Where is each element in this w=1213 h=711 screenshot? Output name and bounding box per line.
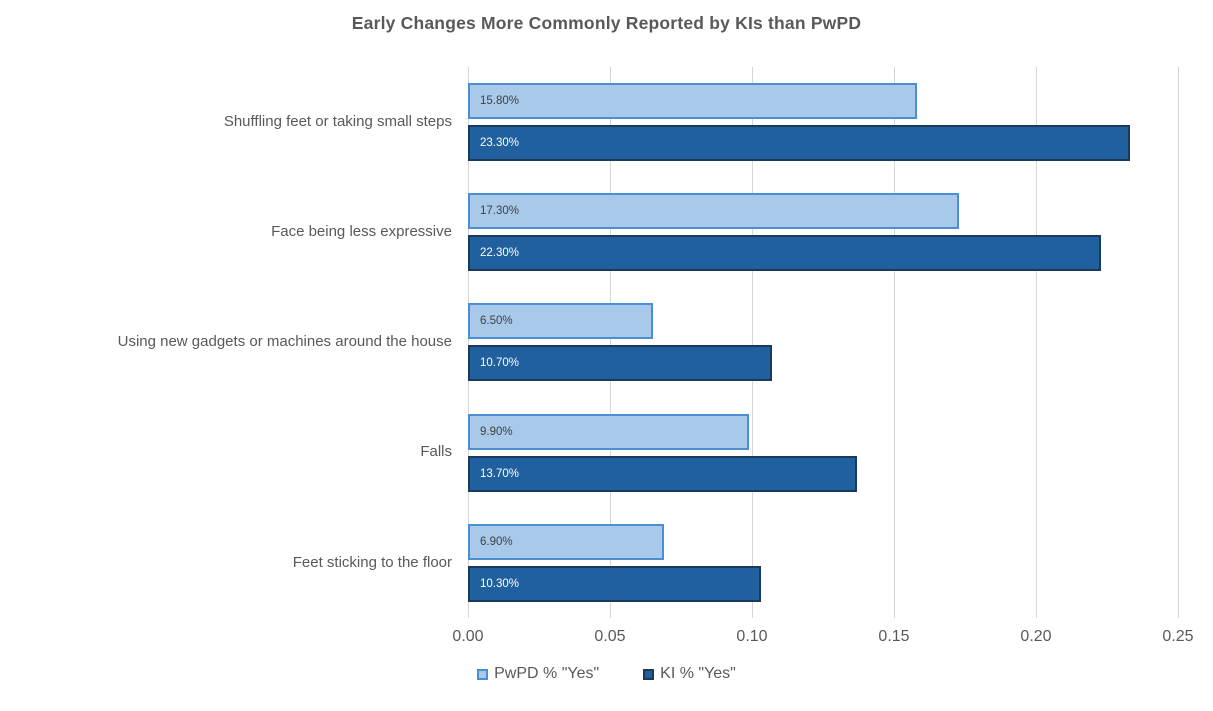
x-tick-label: 0.25 [1162, 628, 1194, 645]
legend-label: KI % "Yes" [660, 665, 736, 682]
bar-value-label: 22.30% [480, 247, 520, 260]
category-label: Feet sticking to the floor [292, 553, 452, 571]
bar-value-label: 6.50% [480, 315, 513, 328]
x-tick-label: 0.20 [1020, 628, 1052, 645]
x-tick-label: 0.00 [452, 628, 484, 645]
chart-title: Early Changes More Commonly Reported by … [351, 13, 862, 33]
bar-pwpd: 6.90% [468, 523, 664, 560]
bar-value-label: 10.30% [480, 577, 520, 590]
bar-ki: 10.70% [468, 345, 772, 382]
chart-row: 9.90% 13.70% [468, 398, 1178, 508]
bar-ki: 10.30% [468, 565, 761, 602]
legend-item-pwpd: PwPD % "Yes" [477, 665, 599, 683]
gridline [1036, 67, 1037, 618]
bar-value-label: 13.70% [480, 467, 520, 480]
legend-item-ki: KI % "Yes" [643, 665, 736, 683]
bar-value-label: 6.90% [480, 535, 513, 548]
category-label: Falls [420, 443, 452, 461]
x-tick-label: 0.10 [736, 628, 768, 645]
bar-value-label: 10.70% [480, 357, 520, 370]
category-axis: Shuffling feet or taking small steps Face… [8, 67, 458, 618]
bar-pwpd: 15.80% [468, 83, 917, 119]
gridline [468, 67, 469, 618]
legend-swatch-icon [643, 668, 655, 680]
legend-swatch-icon [477, 668, 489, 680]
legend: PwPD % "Yes" KI % "Yes" [0, 665, 1213, 683]
bar-value-label: 23.30% [480, 137, 520, 149]
bar-ki: 13.70% [468, 455, 858, 492]
category-label: Using new gadgets or machines around the… [117, 333, 452, 351]
category-label: Face being less expressive [271, 222, 452, 240]
plot-area: 15.80% 23.30% 17.30% 22.30% 6.50% 10.70% 9.90%… [468, 67, 1179, 618]
bar-value-label: 15.80% [480, 95, 520, 107]
bar-pwpd: 9.90% [468, 413, 750, 450]
chart-row: 17.30% 22.30% [468, 177, 1178, 287]
chart-row: 15.80% 23.30% [468, 67, 1178, 177]
chart-row: 6.90% 10.30% [468, 508, 1178, 618]
bar-ki: 23.30% [468, 125, 1130, 161]
bar-value-label: 17.30% [480, 205, 520, 218]
gridline [610, 67, 611, 618]
bar-pwpd: 17.30% [468, 193, 960, 230]
legend-label: PwPD % "Yes" [494, 665, 600, 682]
gridline [894, 67, 895, 618]
gridline [752, 67, 753, 618]
x-axis: 0.00 0.05 0.10 0.15 0.20 0.25 [452, 628, 1193, 652]
x-tick-label: 0.15 [878, 628, 910, 645]
chart-row: 6.50% 10.70% [468, 287, 1178, 397]
bar-pwpd: 6.50% [468, 303, 653, 340]
x-tick-label: 0.05 [594, 628, 626, 645]
bar-value-label: 9.90% [480, 425, 513, 438]
gridline [1178, 67, 1179, 618]
category-label: Shuffling feet or taking small steps [223, 112, 452, 130]
bar-ki: 22.30% [468, 235, 1102, 272]
